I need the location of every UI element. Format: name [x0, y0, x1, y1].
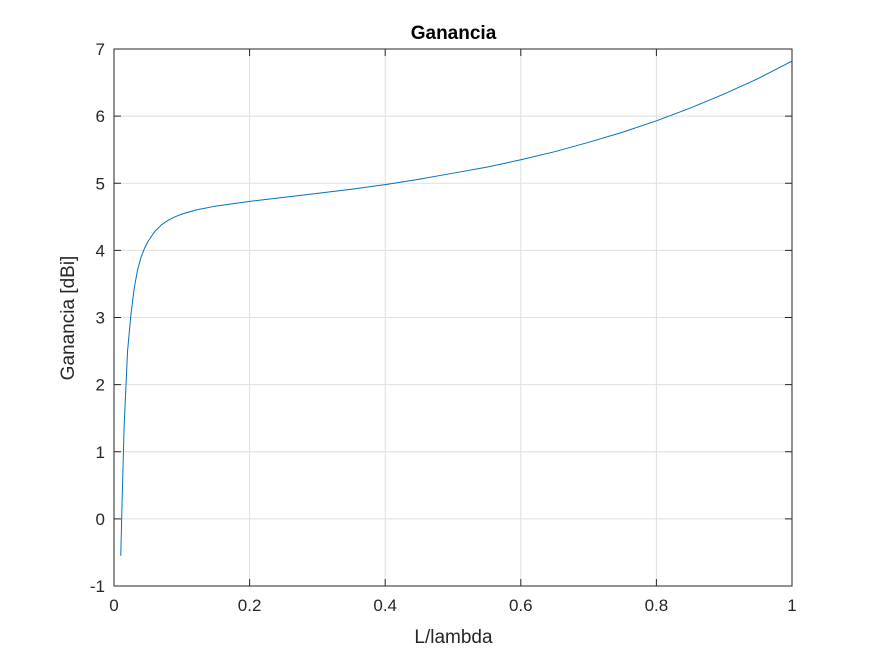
y-tick-label: 0 [96, 510, 105, 529]
x-tick-label: 0.2 [238, 596, 262, 615]
y-tick-label: 6 [96, 107, 105, 126]
tick-marks [113, 48, 793, 587]
x-tick-label: 0.8 [645, 596, 669, 615]
x-tick-label: 1 [787, 596, 796, 615]
y-tick-label: -1 [90, 577, 105, 596]
data-series-line [120, 60, 793, 556]
x-tick-label: 0.4 [373, 596, 397, 615]
y-axis-label: Ganancia [dBi] [58, 256, 79, 381]
chart-title: Ganancia [411, 23, 497, 44]
y-tick-label: 2 [96, 376, 105, 395]
y-tick-labels: -1 0 1 2 3 4 5 6 7 [90, 40, 105, 596]
y-tick-label: 5 [96, 174, 105, 193]
y-tick-label: 1 [96, 443, 105, 462]
y-tick-label: 3 [96, 309, 105, 328]
y-tick-label: 7 [96, 40, 105, 59]
x-tick-label: 0 [109, 596, 118, 615]
x-tick-labels: 0 0.2 0.4 0.6 0.8 1 [109, 596, 796, 615]
x-axis-label: L/lambda [414, 627, 493, 648]
x-tick-label: 0.6 [509, 596, 533, 615]
y-tick-label: 4 [96, 241, 105, 260]
